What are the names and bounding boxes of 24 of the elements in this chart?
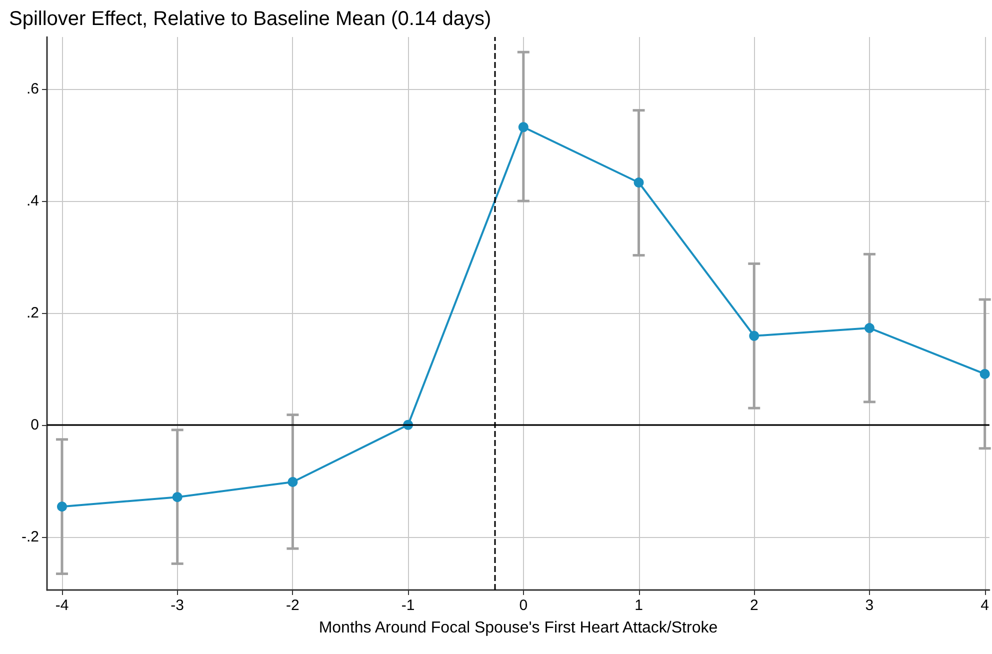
point [57,502,67,512]
point [864,323,874,334]
x-tick-label: 3 [865,597,874,614]
point [980,368,990,379]
y-tick-label: .6 [26,80,39,98]
x-tick-label: 4 [980,597,989,614]
point [172,492,182,502]
point [288,476,298,487]
x-tick-label: 0 [519,597,528,614]
x-axis-title: Months Around Focal Spouse's First Heart Attack/Stroke [318,620,718,636]
x-tick-label: -2 [286,597,300,614]
x-tick-label: -4 [55,597,69,614]
point [634,178,644,188]
point [518,122,528,132]
x-tick-label: -3 [170,597,184,614]
y-tick-label: .4 [26,192,39,210]
x-tick-label: -1 [401,597,415,614]
chart-title: Spillover Effect, Relative to Baseline Mean (0.14 days) [9,8,492,30]
y-tick-label: .2 [26,304,39,322]
x-tick-label: 1 [634,597,643,614]
x-tick-label: 2 [750,597,758,614]
y-tick-label: 0 [30,416,39,434]
point [749,330,760,341]
y-tick-label: -.2 [21,528,39,546]
